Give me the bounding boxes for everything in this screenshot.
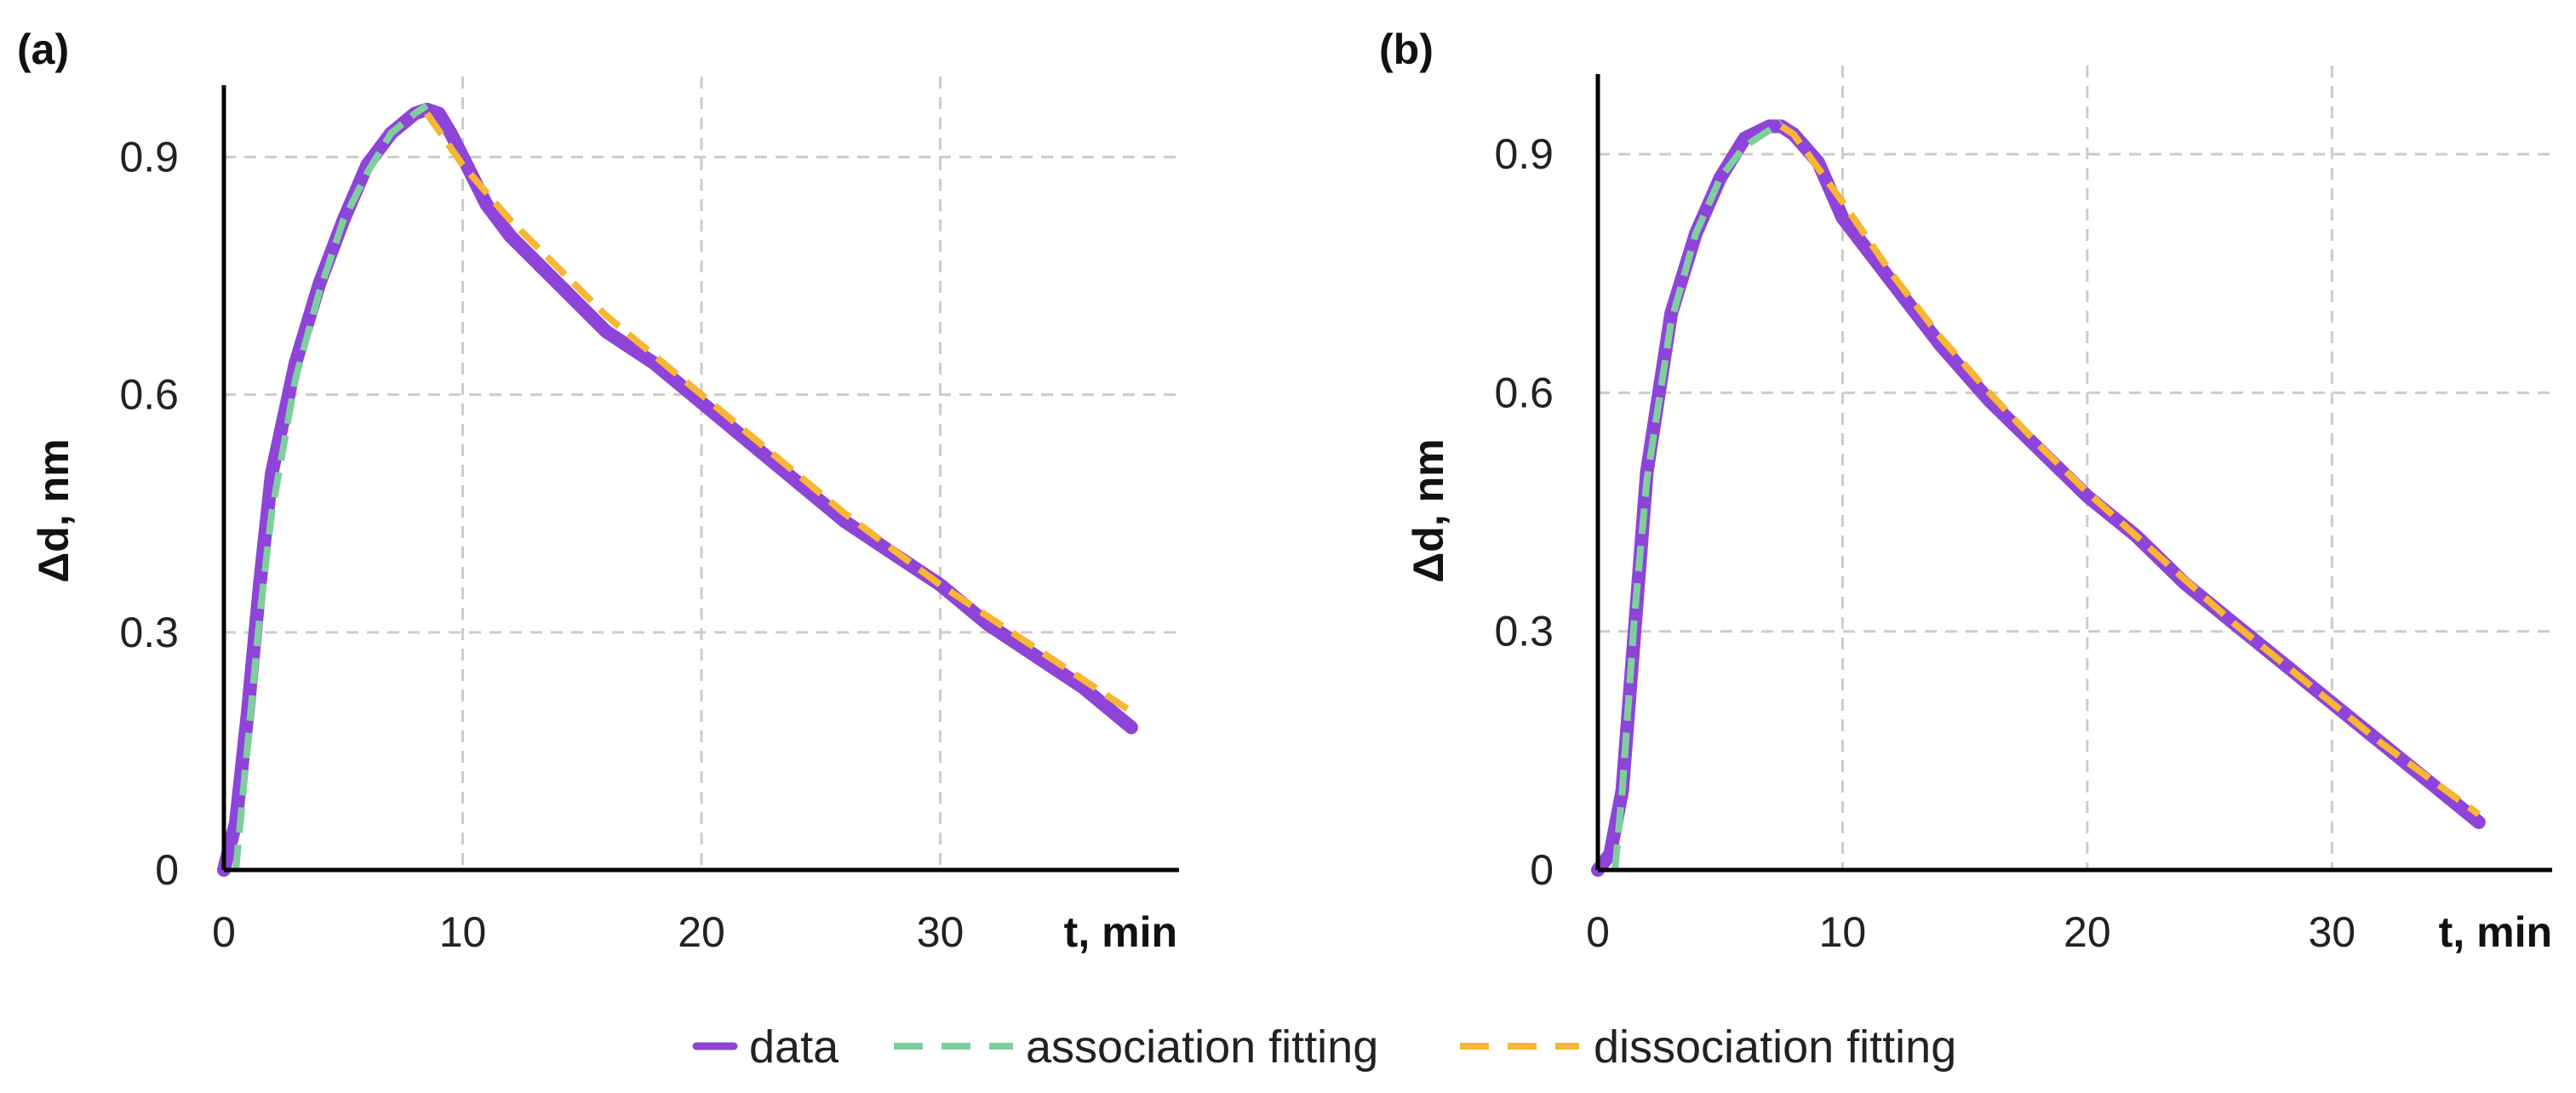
panel-b-grid bbox=[1598, 66, 2552, 870]
panel-a-x-tick-label: 10 bbox=[439, 908, 487, 956]
legend-association-label: association fitting bbox=[1026, 1021, 1378, 1073]
panel-a-series-data bbox=[217, 102, 1138, 877]
panel-a-y-tick-label: 0 bbox=[155, 846, 179, 894]
panel-a-x-axis-title: t, min bbox=[1064, 908, 1177, 956]
panel-b-x-tick-label: 0 bbox=[1586, 908, 1610, 956]
panel-b-series bbox=[1591, 119, 2486, 877]
panel-b-y-tick-label: 0.9 bbox=[1494, 130, 1554, 178]
panel-b-x-tick-label: 30 bbox=[2308, 908, 2356, 956]
panel-b-y-axis-title: Δd, nm bbox=[1405, 438, 1452, 582]
panel-a-series bbox=[217, 102, 1138, 877]
panel-a-label: (a) bbox=[17, 26, 69, 73]
panel-b-x-axis-title: t, min bbox=[2439, 908, 2552, 956]
panel-a-x-tick-label: 30 bbox=[917, 908, 965, 956]
panel-b-y-tick-label: 0.6 bbox=[1494, 369, 1554, 416]
panel-a-y-tick-label: 0.3 bbox=[119, 609, 179, 656]
panel-a-y-tick-label: 0.9 bbox=[119, 133, 179, 180]
panel-b-axes: 0 0.3 0.6 0.9 0 10 20 30 bbox=[1494, 74, 2552, 956]
panel-b-series-dissociation-fitting bbox=[1779, 123, 2482, 817]
panel-a-series-association-fitting bbox=[232, 102, 429, 871]
legend: data association fitting dissociation fi… bbox=[692, 1021, 1956, 1073]
panel-b-y-tick-label: 0 bbox=[1530, 846, 1554, 894]
panel-a-y-axis-title: Δd, nm bbox=[30, 438, 77, 582]
panel-b-x-tick-label: 20 bbox=[2064, 908, 2111, 956]
panel-b-series-data bbox=[1591, 119, 2486, 877]
panel-b: (b) 0 0.3 0.6 0.9 0 10 20 30 t, min Δd, nm bbox=[1379, 26, 2552, 956]
panel-a-series-dissociation-fitting bbox=[424, 112, 1134, 715]
panel-a-x-tick-label: 20 bbox=[678, 908, 725, 956]
panel-a: (a) 0 0.3 0.6 0.9 0 10 20 30 t, min Δd, nm bbox=[17, 26, 1179, 956]
legend-dissociation-label: dissociation fitting bbox=[1594, 1021, 1956, 1073]
panel-b-y-tick-label: 0.3 bbox=[1494, 608, 1554, 655]
legend-data-label: data bbox=[749, 1021, 839, 1073]
panel-b-label: (b) bbox=[1379, 26, 1434, 73]
panel-a-x-tick-label: 0 bbox=[212, 908, 236, 956]
panel-b-series-association-fitting bbox=[1611, 119, 1783, 871]
panel-b-x-tick-label: 10 bbox=[1819, 908, 1867, 956]
panel-a-axes: 0 0.3 0.6 0.9 0 10 20 30 bbox=[119, 85, 1179, 956]
panel-a-grid bbox=[224, 77, 1179, 870]
panel-a-y-tick-label: 0.6 bbox=[119, 371, 179, 419]
